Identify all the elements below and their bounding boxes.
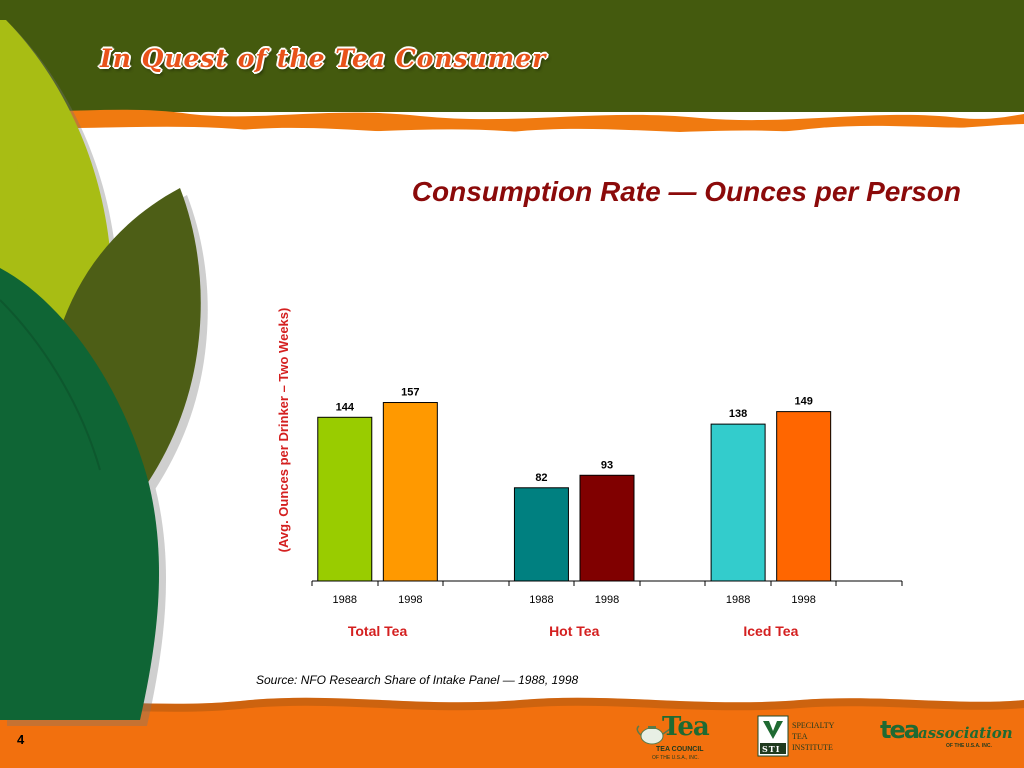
slide-number: 4 [17, 732, 25, 747]
teapot-icon [636, 725, 671, 745]
chart-title: Consumption Rate — Ounces per Person [411, 176, 961, 207]
tea-council-line2: OF THE U.S.A., INC. [652, 755, 699, 761]
sti-line3: INSTITUTE [792, 743, 833, 752]
tea-association-logo: tea association OF THE U.S.A. INC. [880, 716, 1013, 756]
header-white-edge [0, 124, 1024, 141]
specialty-tea-institute-logo: STI SPECIALTY TEA INSTITUTE [757, 715, 852, 757]
tea-council-mark: Tea [662, 712, 710, 742]
x-axis-ticks [311, 581, 903, 586]
bars-layer: 144 157 82 93 138 149 [317, 387, 832, 582]
header-band [0, 0, 1024, 112]
tea-association-sub: OF THE U.S.A. INC. [946, 743, 992, 749]
bar-hot-tea-1998 [579, 474, 635, 582]
header-title: In Quest of the Tea Consumer [100, 44, 547, 73]
bar-chart: (Avg. Ounces per Drinker – Two Weeks) 14… [276, 308, 903, 639]
tea-council-line1: TEA COUNCIL [656, 746, 704, 753]
y-axis-label: (Avg. Ounces per Drinker – Two Weeks) [276, 308, 291, 553]
bar-total-tea-1998 [382, 402, 438, 582]
leaf-dark-green [0, 268, 160, 720]
footer-edge [0, 697, 1024, 712]
group-label: Hot Tea [549, 623, 600, 639]
bar-iced-tea-1988 [710, 423, 766, 582]
x-tick-label-year: 1988 [726, 594, 750, 606]
group-label: Iced Tea [743, 623, 798, 639]
sti-line1: SPECIALTY [792, 721, 835, 730]
tea-association-name: association [918, 724, 1013, 742]
sti-line2: TEA [792, 732, 808, 741]
x-tick-label-year: 1988 [333, 594, 357, 606]
header-orange-edge [0, 108, 1024, 135]
bar-value-label: 149 [794, 396, 812, 408]
x-tick-label-year: 1998 [595, 594, 619, 606]
group-label: Total Tea [348, 623, 408, 639]
x-tick-label-year: 1988 [529, 594, 553, 606]
tea-council-logo: Tea TEA COUNCIL OF THE U.S.A., INC. [636, 712, 726, 764]
source-note: Source: NFO Research Share of Intake Pan… [256, 673, 579, 687]
sti-mark: STI [762, 744, 781, 754]
sti-leaf-icon [757, 715, 789, 757]
tea-association-mark: tea [880, 716, 920, 744]
bar-value-label: 144 [336, 401, 355, 413]
x-axis-labels: 1988 1998 Total Tea 1988 1998 Hot Tea 1988 1998… [333, 594, 816, 639]
bar-value-label: 138 [729, 408, 747, 420]
x-tick-label-year: 1998 [398, 594, 422, 606]
bar-value-label: 93 [601, 459, 613, 471]
bar-value-label: 82 [535, 472, 547, 484]
x-tick-label-year: 1998 [791, 594, 815, 606]
bar-total-tea-1988 [317, 416, 373, 582]
bar-hot-tea-1988 [513, 487, 569, 582]
bar-iced-tea-1998 [776, 411, 832, 582]
bar-value-label: 157 [401, 387, 419, 399]
